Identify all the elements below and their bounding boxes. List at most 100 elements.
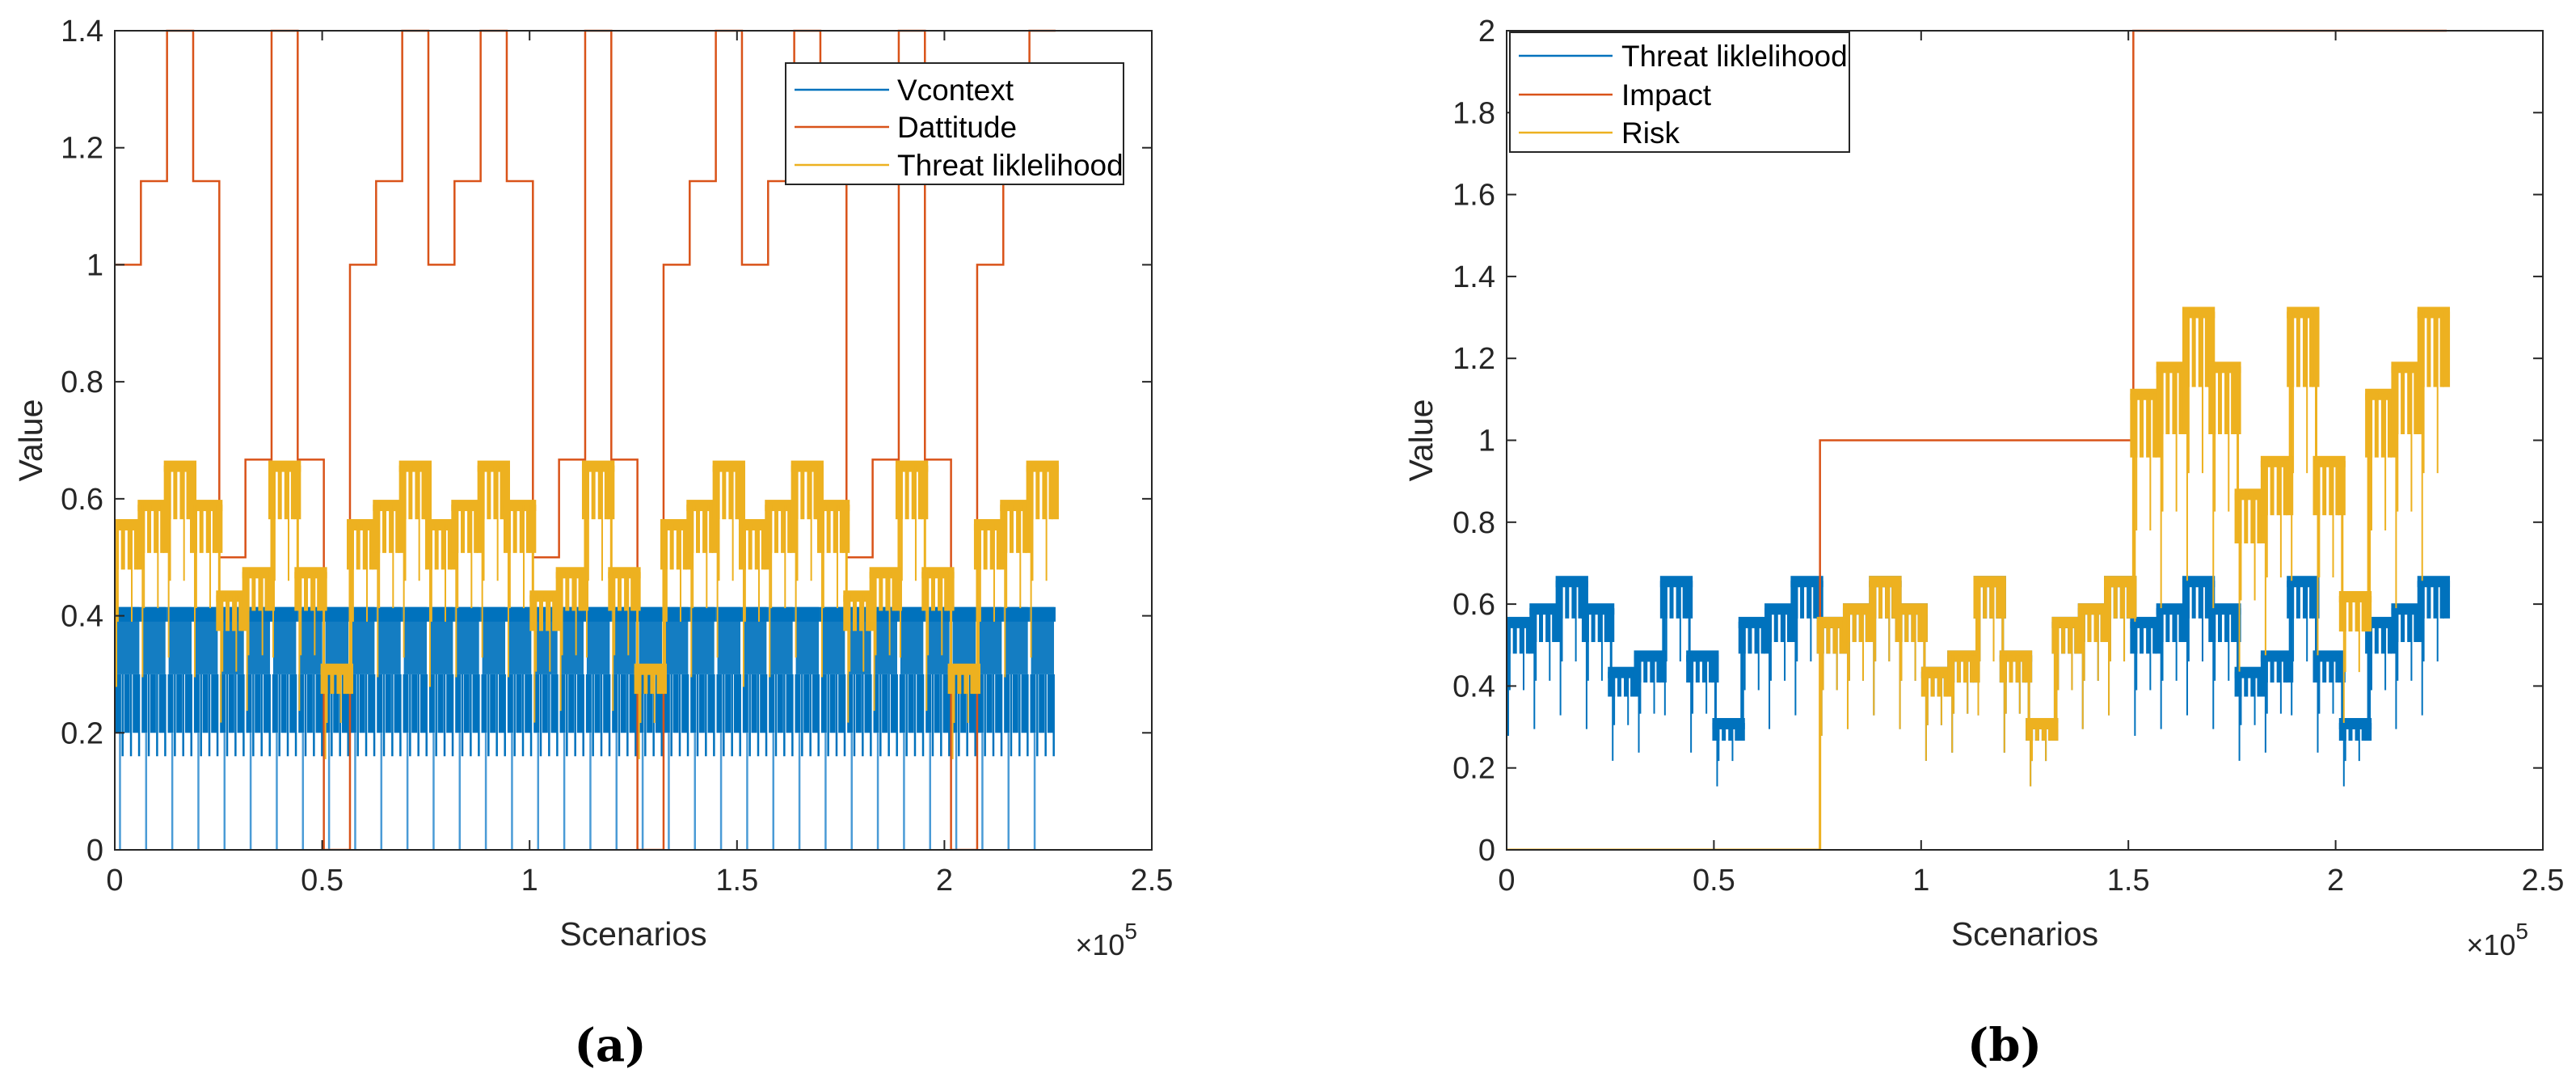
profile-body [142,606,166,674]
band-dip [2414,608,2418,643]
band-edge [581,465,589,520]
band-dip [1656,655,1661,683]
band-edge [503,465,511,520]
band-edge [633,572,641,611]
profile-dip [272,674,278,733]
band-edge [2051,621,2060,654]
band-dip [2439,311,2444,387]
band-edge [1790,608,1798,643]
band-dip [2224,608,2229,643]
profile-segment [689,606,716,850]
band-dip [1519,621,1524,654]
band-dip [1891,581,1896,619]
band-edge [268,572,276,611]
band-edge [294,572,302,611]
band-dip [879,572,883,611]
band-dip [748,523,753,570]
band-dip [447,523,452,570]
band-edge [2312,311,2320,387]
band-edge [1026,465,1034,520]
band-edge [2260,655,2268,683]
band-edge [216,595,224,632]
y-tick-label: 1.6 [1452,179,1495,213]
band-dip [1780,608,1785,643]
band-edge [1973,581,1981,619]
band-dip [546,595,550,632]
band-dip [885,572,890,611]
band-segment [189,500,223,678]
band-dip [1917,608,1922,643]
band-dip [2296,581,2300,619]
x-multiplier-label: ×105 [1075,919,1137,961]
profile-body [769,606,793,674]
band-edge [712,465,720,520]
profile-body [351,606,375,674]
band-dip [2439,581,2444,619]
profile-segment [167,606,193,850]
x-multiplier-base: ×10 [2466,928,2515,961]
band-edge [2182,311,2190,387]
band-dip [2146,393,2151,458]
band-edge [477,465,485,520]
band-edge [2129,581,2137,619]
band-edge [2286,655,2294,683]
legend-label: Vcontext [897,74,1014,107]
band-dip [728,465,733,520]
band-edge [1737,722,1745,741]
plot-area [115,29,1059,850]
y-axis-label: Value [1402,399,1440,482]
band-edge [1025,505,1033,553]
band-dip [1937,671,1941,697]
band-dip [1735,722,1739,741]
band-edge [2130,393,2138,458]
profile-dip [368,674,374,733]
band-edge [816,465,824,520]
profile-dip [263,674,269,733]
band-segment [1659,576,1693,716]
band-dip [173,465,178,520]
profile-dip [377,674,383,733]
profile-body [743,606,767,674]
profile-body [952,606,976,674]
profile-body [613,606,636,674]
band-dip [1983,581,1988,619]
band-edge [2026,722,2034,741]
profile-dip [559,674,566,733]
band-segment [791,460,824,658]
band-segment [2287,576,2320,716]
band-segment [242,567,276,712]
band-edge [2312,581,2320,619]
band-dip [2270,655,2275,683]
band-dip [1748,621,1752,654]
band-dip [597,465,602,520]
band-dip [2401,608,2405,643]
band-dip [2126,581,2131,619]
band-edge [346,668,354,695]
band-dip [2401,366,2405,435]
band-edge [215,505,223,553]
profile-dip [690,674,697,733]
band-dip [2152,393,2157,458]
band-edge [1972,655,1980,683]
band-edge [947,572,955,611]
profile-dip [533,674,540,733]
band-dip [1512,621,1517,654]
band-dip [1042,465,1047,520]
band-dip [199,505,204,553]
profile-dip [306,674,313,733]
profile-dip [751,674,757,733]
y-tick-label: 1.8 [1452,96,1495,130]
band-segment [2417,306,2451,581]
profile-dip [419,674,426,733]
band-segment [2077,603,2111,729]
y-tick-label: 0.4 [1452,670,1495,703]
profile-body [482,606,506,674]
band-dip [1800,581,1805,619]
profile-segment [141,606,167,850]
profile-segment [245,606,272,850]
series-impact [1507,29,2447,850]
profile-dip [202,674,209,733]
band-edge [1712,722,1720,741]
band-edge [2417,581,2425,619]
band-dip [2322,655,2327,683]
